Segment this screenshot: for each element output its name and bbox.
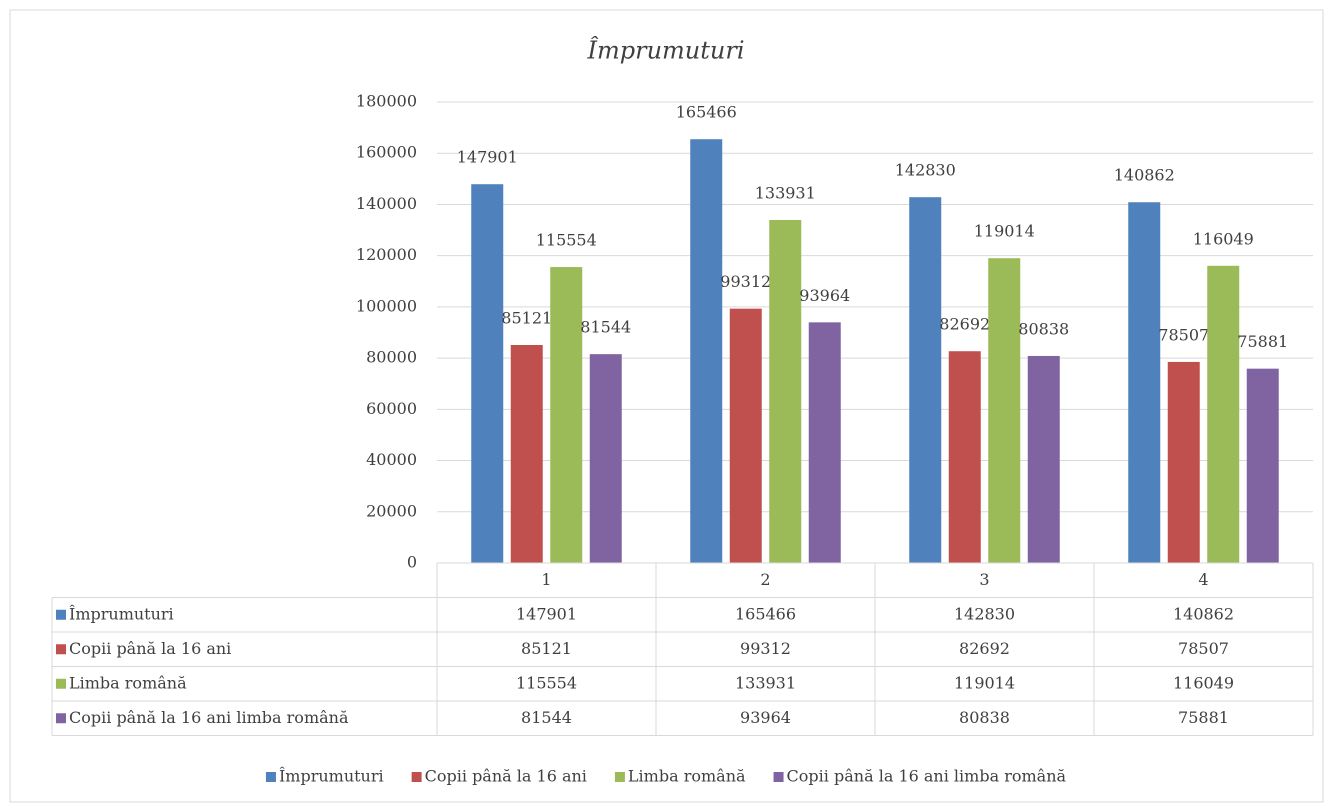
x-tick-label: 1	[541, 570, 551, 589]
data-label: 78507	[1158, 325, 1209, 344]
bar	[1167, 361, 1200, 563]
table-row-label: Împrumuturi	[69, 603, 174, 623]
table-cell: 142830	[954, 604, 1015, 623]
legend-key	[265, 772, 276, 782]
data-label: 116049	[1193, 229, 1254, 248]
y-tick-label: 80000	[366, 348, 417, 367]
y-tick-label: 160000	[356, 143, 417, 162]
table-cell: 81544	[521, 708, 572, 727]
data-label: 81544	[580, 318, 631, 337]
legend-label: Limba română	[628, 767, 746, 786]
data-label: 142830	[895, 161, 956, 180]
data-label: 75881	[1237, 332, 1288, 351]
data-label: 133931	[755, 183, 816, 202]
bar	[690, 139, 723, 563]
bar	[988, 258, 1021, 563]
table-cell: 147901	[516, 604, 577, 623]
table-cell: 133931	[735, 673, 796, 692]
table-cell: 75881	[1178, 708, 1229, 727]
y-tick-label: 40000	[366, 450, 417, 469]
y-tick-label: 20000	[366, 501, 417, 520]
data-label: 99312	[720, 272, 771, 291]
legend-label: Copii până la 16 ani limba română	[787, 767, 1067, 786]
data-label: 82692	[939, 315, 990, 334]
bar	[1207, 265, 1240, 563]
table-cell: 78507	[1178, 639, 1229, 658]
table-row-label: Copii până la 16 ani limba română	[69, 708, 349, 727]
x-tick-label: 3	[979, 570, 989, 589]
table-cell: 115554	[516, 673, 577, 692]
y-tick-label: 140000	[356, 194, 417, 213]
data-label: 147901	[457, 148, 518, 167]
table-row-label: Copii până la 16 ani	[69, 639, 231, 658]
table-cell: 99312	[740, 639, 791, 658]
data-label: 165466	[676, 103, 737, 122]
y-tick-label: 100000	[356, 296, 417, 315]
table-cell: 93964	[740, 708, 791, 727]
table-cell: 116049	[1173, 673, 1234, 692]
y-tick-label: 120000	[356, 245, 417, 264]
data-label: 115554	[536, 231, 597, 250]
bar	[510, 344, 543, 563]
table-cell: 140862	[1173, 604, 1234, 623]
table-legend-key	[56, 713, 66, 724]
table-legend-key	[56, 678, 66, 689]
bar	[729, 308, 762, 563]
x-tick-label: 2	[760, 570, 770, 589]
data-label: 119014	[974, 222, 1035, 241]
y-tick-label: 60000	[366, 399, 417, 418]
legend-key	[411, 772, 422, 782]
table-row-label: Limba română	[69, 673, 187, 692]
legend-key	[773, 772, 784, 782]
chart-title: Împrumuturi	[587, 36, 745, 65]
bar	[1128, 202, 1161, 564]
bar	[808, 322, 841, 563]
bar	[1246, 368, 1279, 563]
legend-label: Împrumuturi	[279, 766, 384, 786]
table-legend-key	[56, 609, 66, 620]
table-cell: 80838	[959, 708, 1010, 727]
bar	[769, 219, 802, 563]
bar	[550, 267, 583, 563]
legend-key	[614, 772, 625, 782]
table-cell: 85121	[521, 639, 572, 658]
table-cell: 165466	[735, 604, 796, 623]
table-legend-key	[56, 644, 66, 655]
legend-label: Copii până la 16 ani	[425, 767, 587, 786]
chart-border	[9, 9, 1324, 803]
bar	[471, 184, 504, 563]
table-cell: 119014	[954, 673, 1015, 692]
bar	[589, 354, 622, 563]
bar	[948, 351, 981, 563]
bar	[1027, 355, 1060, 563]
data-label: 140862	[1114, 166, 1175, 185]
bar	[909, 197, 942, 563]
y-tick-label: 180000	[356, 92, 417, 111]
data-label: 93964	[799, 286, 850, 305]
x-tick-label: 4	[1198, 570, 1208, 589]
table-cell: 82692	[959, 639, 1010, 658]
y-tick-label: 0	[407, 553, 417, 572]
data-label: 80838	[1018, 319, 1069, 338]
data-label: 85121	[501, 308, 552, 327]
